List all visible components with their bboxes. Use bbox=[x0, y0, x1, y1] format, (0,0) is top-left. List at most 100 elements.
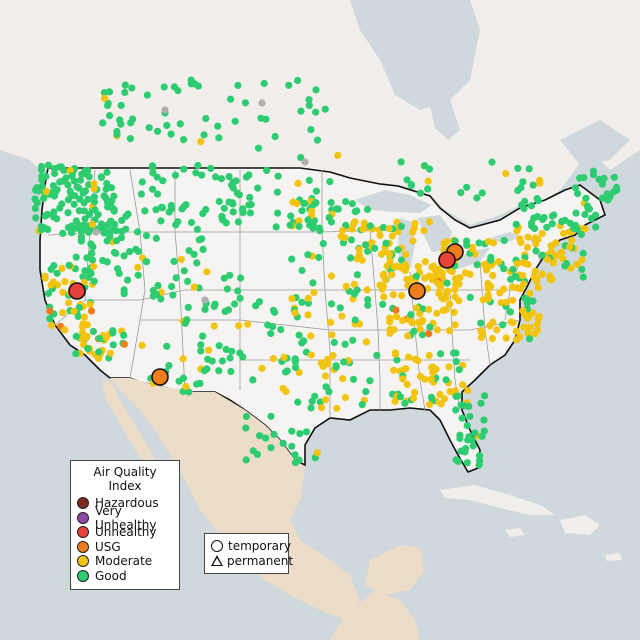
moderate-marker bbox=[446, 300, 454, 308]
monitor-type-legend: temporary permanent bbox=[204, 533, 293, 574]
good-marker bbox=[171, 171, 180, 179]
moderate-marker bbox=[388, 271, 396, 279]
good-marker bbox=[242, 456, 250, 464]
good-marker bbox=[579, 249, 587, 257]
moderate-marker bbox=[48, 321, 56, 329]
legend-item-usg: USG bbox=[77, 540, 173, 555]
good-marker bbox=[475, 239, 483, 247]
good-marker bbox=[85, 173, 93, 181]
good-marker bbox=[562, 260, 571, 268]
usg-marker bbox=[46, 307, 54, 315]
good-marker bbox=[236, 294, 244, 302]
good-marker bbox=[169, 291, 177, 299]
good-marker bbox=[394, 246, 402, 254]
good-marker bbox=[364, 247, 372, 255]
legend-label: USG bbox=[95, 539, 121, 554]
good-marker bbox=[295, 331, 303, 339]
moderate-marker bbox=[421, 274, 429, 282]
moderate-marker bbox=[532, 240, 540, 248]
good-marker bbox=[208, 357, 216, 365]
moderate-marker bbox=[531, 267, 539, 275]
good-marker bbox=[193, 259, 201, 267]
good-marker bbox=[598, 194, 607, 202]
mexico-land bbox=[110, 378, 360, 620]
good-marker bbox=[416, 189, 425, 197]
moderate-marker bbox=[568, 236, 576, 244]
moderate-swatch bbox=[77, 555, 89, 568]
moderate-marker bbox=[520, 323, 528, 331]
good-marker bbox=[112, 227, 120, 235]
good-marker bbox=[100, 89, 108, 97]
moderate-marker bbox=[414, 357, 422, 365]
temporary-monitor-marker[interactable] bbox=[408, 282, 426, 300]
moderate-marker bbox=[519, 272, 527, 280]
good-marker bbox=[194, 161, 202, 170]
moderate-marker bbox=[307, 351, 315, 359]
good-marker bbox=[185, 388, 193, 396]
moderate-marker bbox=[363, 286, 371, 294]
good-marker bbox=[77, 176, 85, 184]
central-america bbox=[330, 590, 420, 640]
good-marker bbox=[59, 229, 67, 237]
moderate-marker bbox=[581, 225, 589, 233]
temporary-monitor-marker[interactable] bbox=[151, 368, 169, 386]
usg-marker bbox=[425, 330, 433, 338]
good-marker bbox=[274, 209, 282, 217]
moderate-marker bbox=[79, 328, 87, 337]
good-marker bbox=[228, 347, 236, 355]
moderate-marker bbox=[106, 349, 114, 357]
moderate-marker bbox=[412, 304, 421, 312]
good-marker bbox=[418, 331, 427, 339]
good-marker bbox=[81, 215, 89, 223]
good-marker bbox=[72, 350, 80, 358]
good-marker bbox=[66, 187, 74, 195]
good-marker bbox=[254, 184, 262, 192]
good-marker bbox=[79, 221, 87, 229]
good-marker bbox=[88, 249, 96, 257]
good-marker bbox=[227, 95, 235, 103]
moderate-marker bbox=[531, 234, 540, 242]
good-marker bbox=[463, 422, 471, 430]
temporary-monitor-marker[interactable] bbox=[68, 282, 86, 300]
moderate-marker bbox=[409, 237, 417, 245]
good-marker bbox=[184, 303, 192, 311]
good-marker bbox=[200, 131, 208, 139]
good-marker bbox=[426, 323, 434, 331]
moderate-marker bbox=[177, 255, 185, 263]
moderate-marker bbox=[425, 351, 433, 360]
good-marker bbox=[56, 178, 64, 186]
moderate-marker bbox=[94, 354, 103, 362]
good-marker bbox=[218, 357, 226, 365]
good-marker bbox=[480, 427, 488, 435]
good-marker bbox=[478, 189, 486, 197]
good-marker bbox=[366, 222, 374, 230]
good-marker bbox=[443, 279, 451, 287]
good-marker bbox=[184, 277, 192, 285]
good-marker bbox=[134, 271, 142, 279]
good-marker bbox=[72, 253, 80, 261]
good-marker bbox=[348, 200, 356, 208]
good-marker bbox=[199, 210, 207, 218]
moderate-marker bbox=[549, 259, 558, 267]
good-marker bbox=[95, 334, 103, 342]
good-marker bbox=[103, 168, 111, 176]
good-marker bbox=[379, 223, 387, 231]
good-marker bbox=[538, 251, 546, 259]
moderate-marker bbox=[59, 288, 67, 296]
temporary-monitor-marker[interactable] bbox=[438, 251, 456, 269]
good-marker bbox=[83, 254, 91, 262]
good-marker bbox=[298, 298, 306, 306]
good-marker bbox=[272, 223, 280, 231]
good-marker bbox=[170, 257, 178, 265]
good-marker bbox=[32, 214, 40, 222]
moderate-marker bbox=[355, 254, 364, 262]
good-marker bbox=[50, 213, 58, 221]
good-marker bbox=[149, 292, 157, 300]
moderate-marker bbox=[70, 307, 78, 315]
good-marker bbox=[192, 169, 200, 177]
legend-label: Very Unhealthy bbox=[95, 503, 157, 532]
good-marker bbox=[297, 107, 305, 115]
moderate-marker bbox=[339, 375, 347, 383]
moderate-marker bbox=[444, 287, 452, 295]
